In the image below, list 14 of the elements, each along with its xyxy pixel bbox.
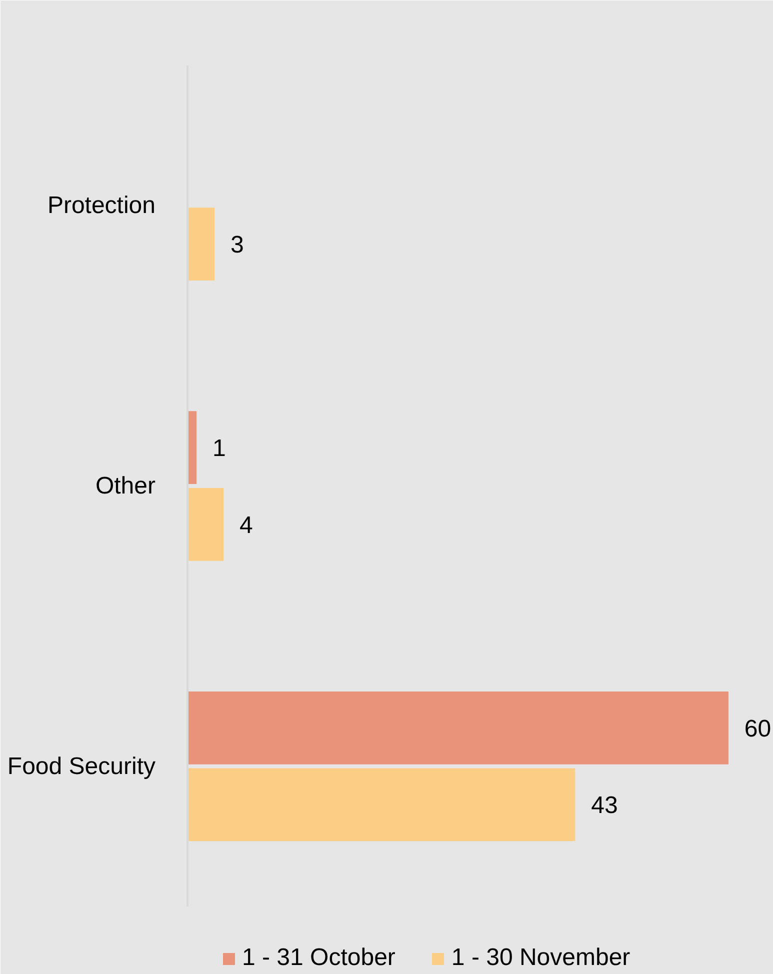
data-label: 43 (591, 792, 618, 820)
data-label: 3 (230, 232, 244, 259)
legend-label: 1 - 31 October (242, 944, 396, 972)
bar (188, 768, 576, 842)
bar (188, 691, 728, 764)
y-tick-label: Food Security (7, 752, 156, 780)
data-label: 4 (240, 512, 253, 539)
data-label: 60 (744, 715, 772, 742)
bar (188, 488, 224, 561)
data-label: 1 (212, 435, 226, 462)
legend-label: 1 - 30 November (451, 944, 630, 972)
y-tick-label: Other (95, 472, 156, 500)
y-tick-label: Protection (47, 192, 156, 220)
bar (188, 208, 215, 281)
